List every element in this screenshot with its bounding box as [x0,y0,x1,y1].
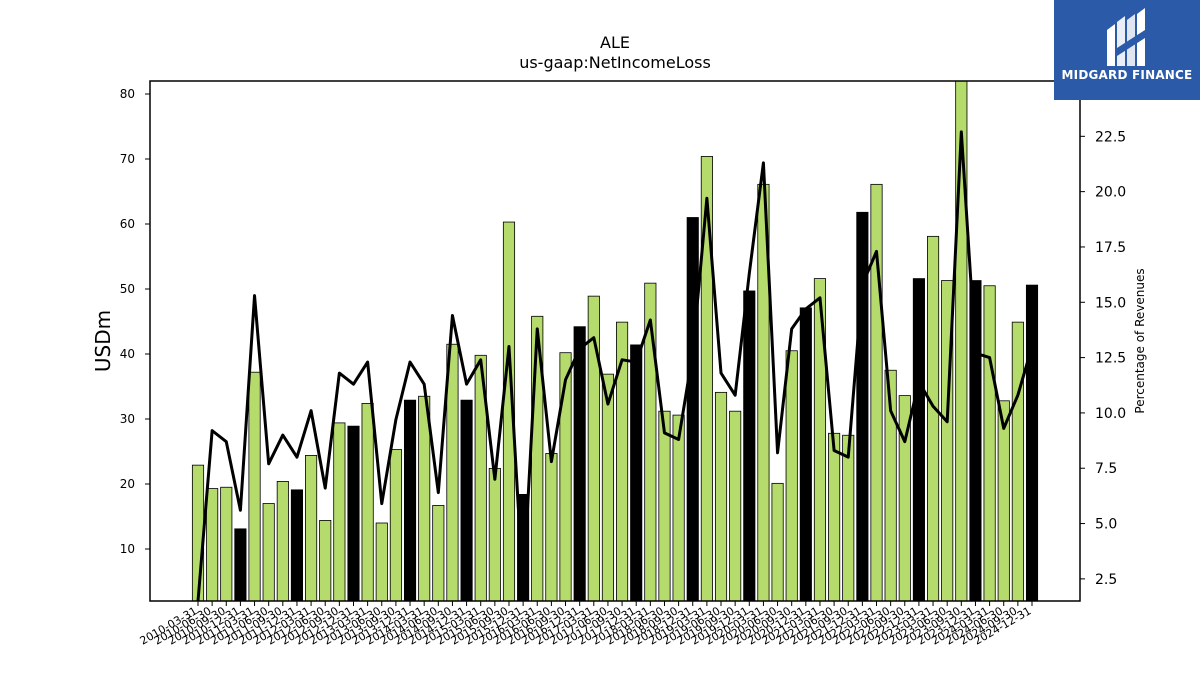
bar-2013-09-30 [389,449,402,602]
left-tick-label: 20 [120,477,135,491]
bar-2014-06-30 [432,505,445,602]
logo-text: MIDGARD FINANCE [1061,68,1193,82]
bar-2011-09-30 [276,480,289,602]
bar-2012-12-31 [347,425,360,602]
bar-2015-06-30 [488,467,501,602]
bar-2020-09-30 [785,350,798,602]
bar-2016-12-31 [573,326,586,602]
left-tick-label: 40 [120,347,135,361]
right-tick-label: 5.0 [1095,517,1117,533]
percentage-line [196,130,1034,602]
bar-2023-03-31 [927,235,940,602]
bar-2019-09-30 [729,410,742,602]
bar-2012-03-31 [305,454,318,602]
left-tick-label: 80 [120,87,135,101]
brand-logo: MIDGARD FINANCE [1054,0,1200,100]
right-tick-label: 17.5 [1095,240,1126,256]
midgard-logo-icon [1107,8,1145,66]
left-tick-label: 50 [120,282,135,296]
bar-2020-12-31 [799,307,812,602]
bar-2018-06-30 [658,410,671,602]
left-tick-label: 30 [120,412,135,426]
right-tick-label: 20.0 [1095,185,1126,201]
bar-2024-06-30 [997,400,1010,602]
right-tick-label: 22.5 [1095,129,1126,145]
bar-series [191,80,1039,602]
bar-2022-12-31 [912,278,925,602]
bar-2013-06-30 [375,522,388,602]
bar-2024-09-30 [1011,321,1024,602]
bar-2018-12-31 [686,217,699,602]
chart-title: ALE [600,33,630,52]
bar-2022-03-31 [870,183,883,602]
bar-2010-06-30 [206,488,219,602]
right-tick-label: 2.5 [1095,572,1117,588]
left-tick-label: 60 [120,217,135,231]
bar-2012-06-30 [319,520,332,602]
bar-2013-03-31 [361,402,374,602]
bar-2024-03-31 [983,285,996,602]
bar-2011-06-30 [262,503,275,602]
left-tick-label: 70 [120,152,135,166]
bar-2016-09-30 [559,352,572,602]
bar-2017-12-31 [630,344,643,602]
right-tick-label: 15.0 [1095,295,1126,311]
bar-2018-09-30 [672,414,685,602]
bar-2011-12-31 [290,489,304,602]
bar-2024-12-31 [1025,284,1039,602]
bar-2021-06-30 [828,432,841,602]
left-axis: 10 20 30 40 50 60 70 80 [120,87,150,556]
bar-2014-03-31 [418,395,431,602]
y-axis-label: USDm [91,310,115,372]
bar-2019-06-30 [714,391,728,602]
x-axis: 2010-03-312010-06-302010-09-302010-12-31… [138,601,1034,648]
bar-2010-03-31 [191,464,205,602]
right-tick-label: 12.5 [1095,351,1126,367]
bar-2020-06-30 [771,482,784,602]
plot-frame [149,80,1081,602]
bar-2021-09-30 [842,434,855,602]
y2-axis-label: Percentage of Revenues [1133,268,1147,413]
bar-2010-12-31 [234,528,247,602]
bar-2019-12-31 [743,290,756,602]
bar-2010-09-30 [220,486,233,602]
bar-2023-12-31 [969,280,982,602]
right-tick-label: 7.5 [1095,461,1117,477]
bar-2012-09-30 [333,422,346,602]
left-tick-label: 10 [120,542,135,556]
bar-2017-06-30 [601,373,614,602]
bar-2016-06-30 [545,453,558,602]
line-series [196,130,1034,602]
bar-2011-03-31 [248,371,261,602]
bar-2019-03-31 [700,155,713,602]
bar-2021-12-31 [856,211,869,602]
right-tick-label: 10.0 [1095,406,1126,422]
chart-subtitle: us-gaap:NetIncomeLoss [519,53,711,72]
bar-2014-12-31 [460,399,473,602]
bar-2013-12-31 [403,399,417,602]
right-axis: 2.5 5.0 7.5 10.0 12.5 15.0 17.5 20.0 22.5 [1080,129,1126,588]
